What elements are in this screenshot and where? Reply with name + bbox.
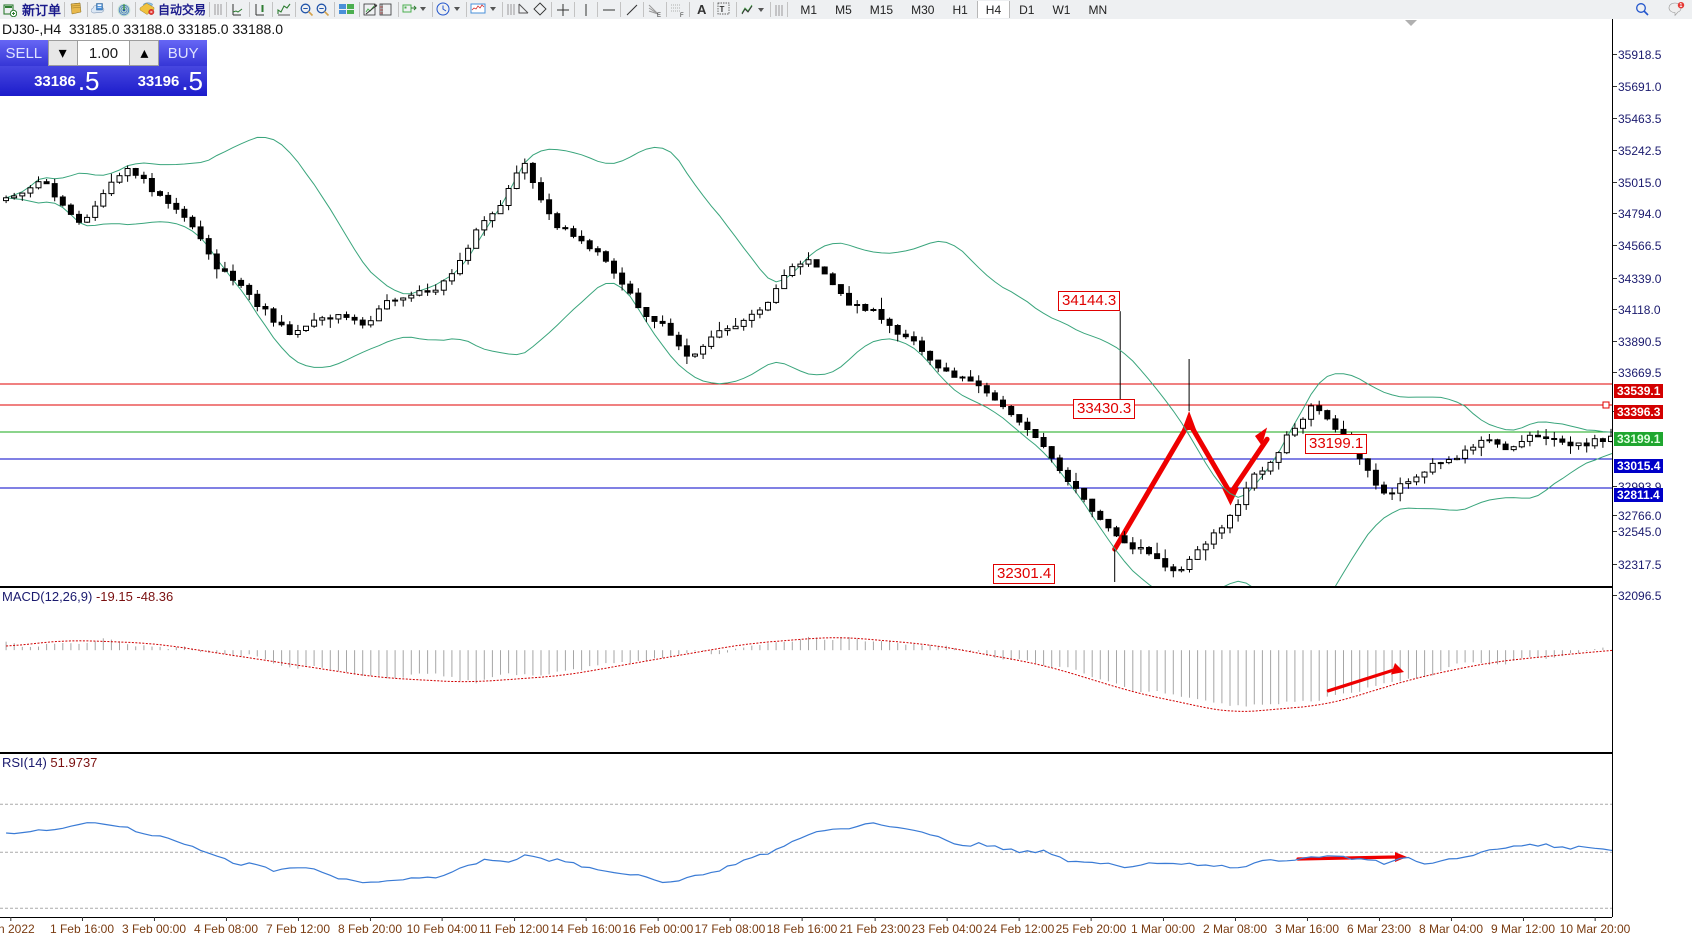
svg-text:E: E xyxy=(657,13,661,18)
svg-text:1: 1 xyxy=(1680,3,1683,9)
svg-text:T: T xyxy=(720,5,725,14)
svg-text:F: F xyxy=(680,13,684,18)
